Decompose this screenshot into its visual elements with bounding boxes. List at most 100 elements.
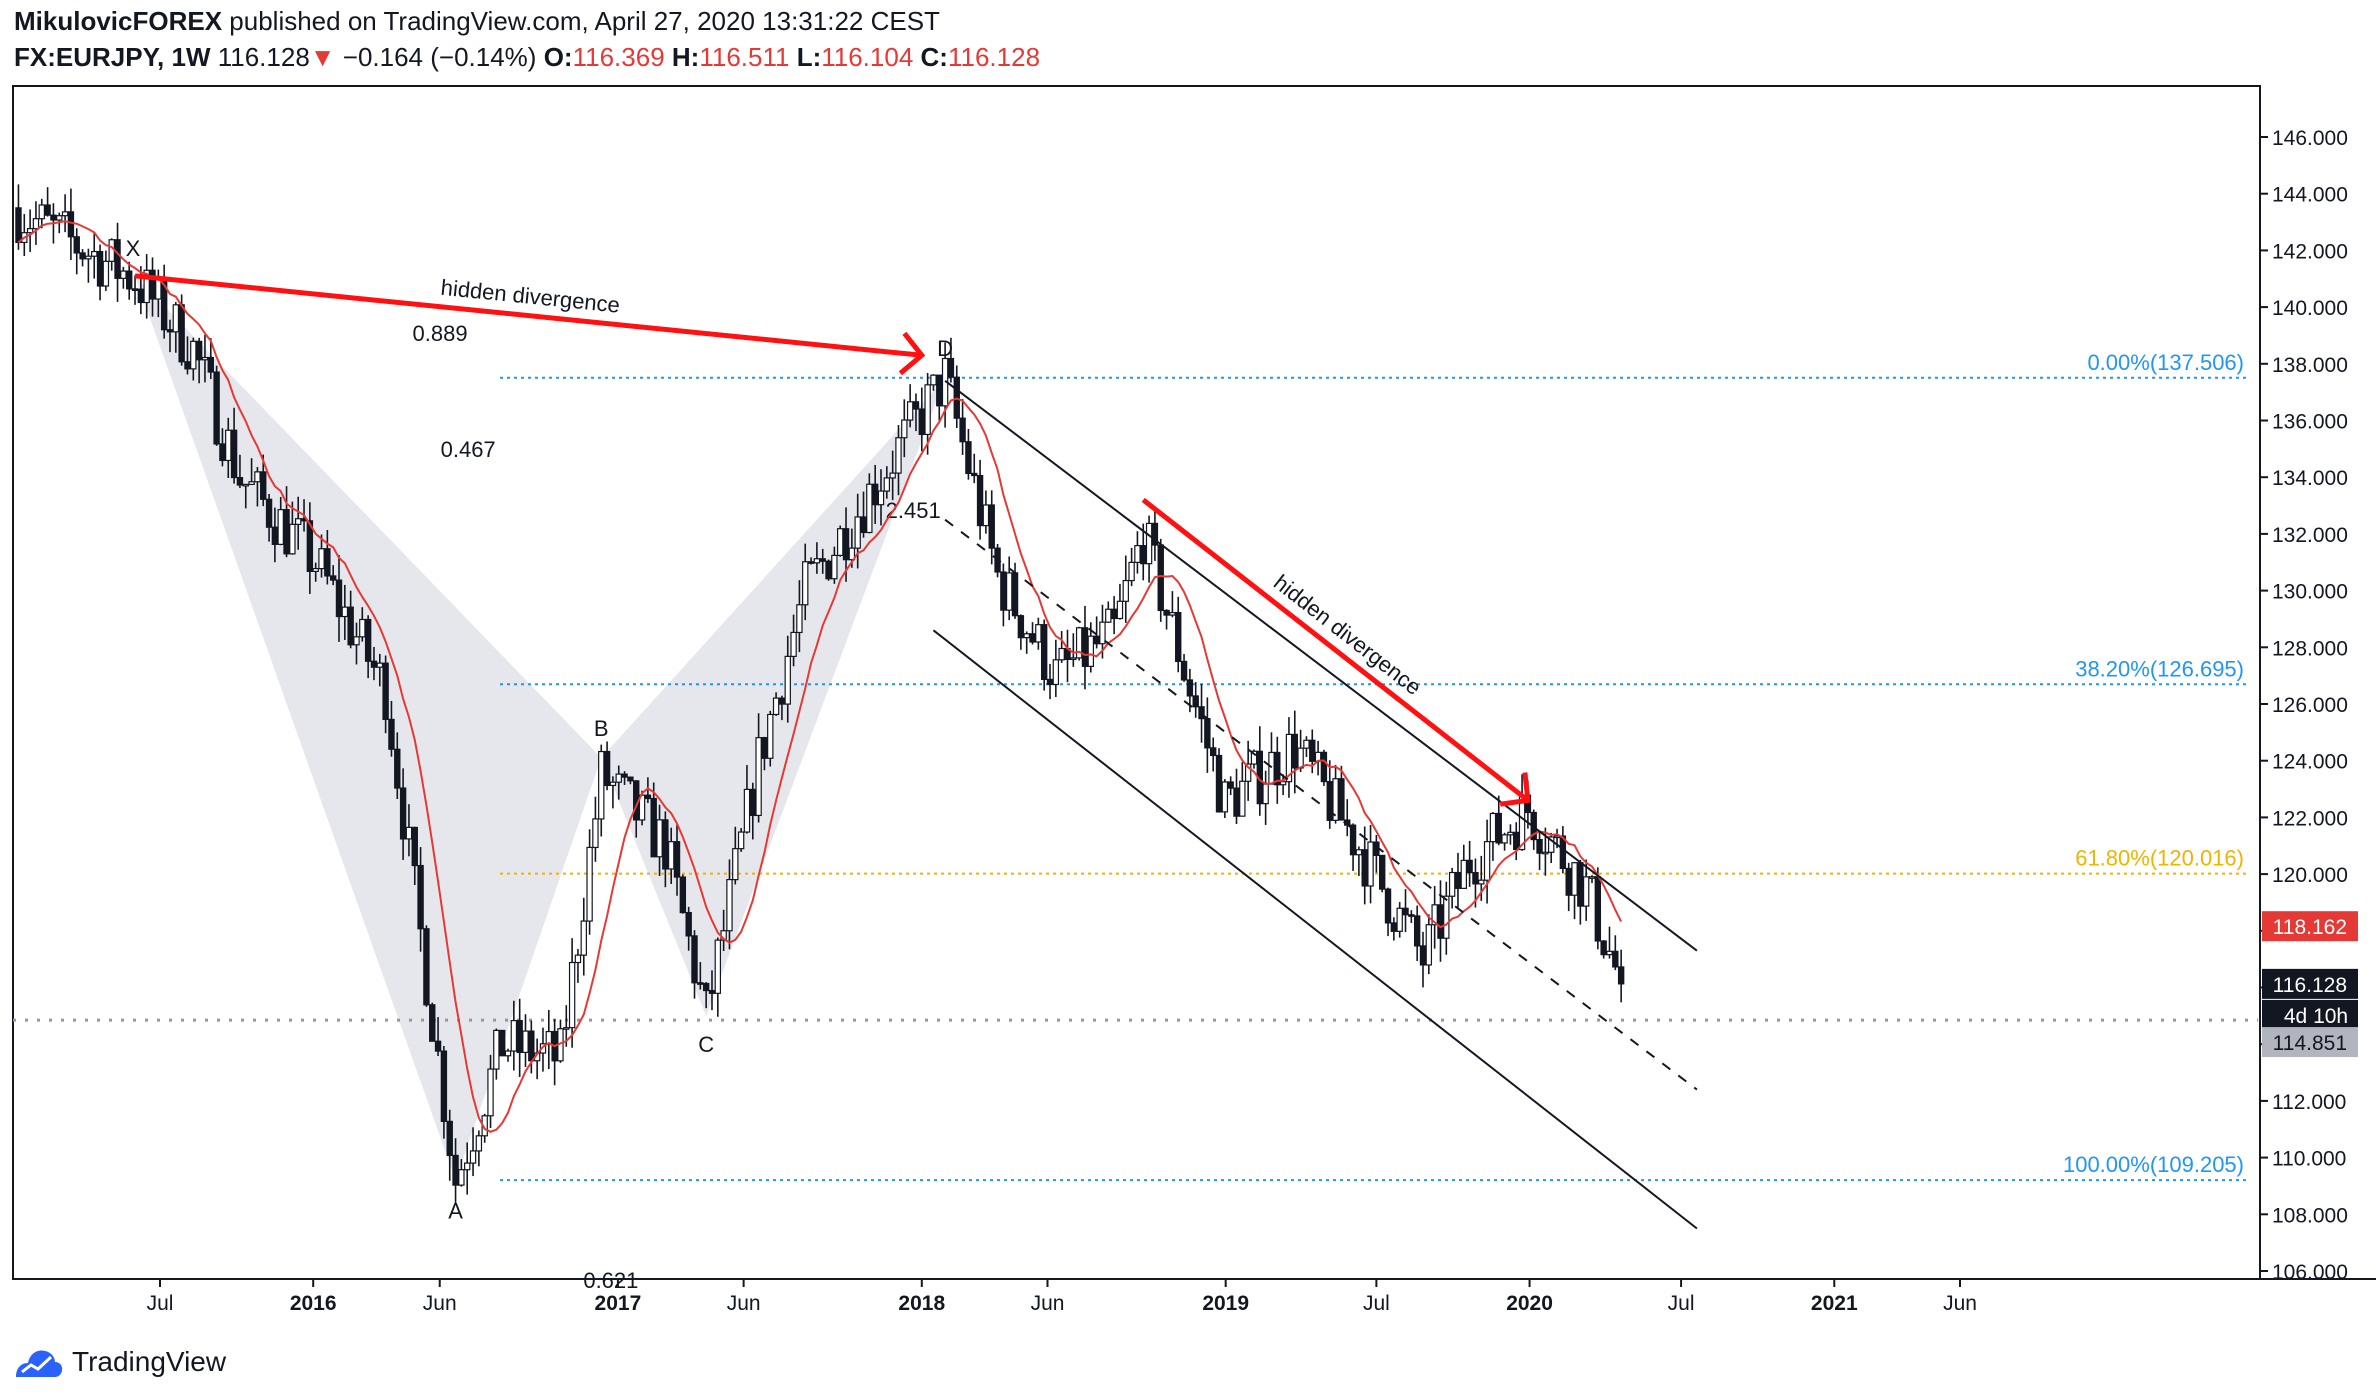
candle-body — [1110, 608, 1118, 620]
time-tick-label: Jun — [727, 1292, 761, 1315]
candle-body — [195, 340, 203, 361]
harmonic-ratio: 2.451 — [886, 498, 941, 523]
candle-body — [38, 204, 45, 220]
brand-name[interactable]: TradingView — [72, 1346, 227, 1377]
candle-body — [341, 606, 349, 618]
candle-body — [411, 826, 418, 867]
trend-channel[interactable] — [932, 380, 1698, 1230]
candle-body — [102, 260, 110, 287]
price-tick-label: 112.000 — [2272, 1091, 2346, 1114]
channel-lower-line[interactable] — [932, 629, 1698, 1230]
candle-body — [230, 429, 238, 479]
fib-level-label: 0.00%(137.506) — [2087, 350, 2244, 375]
candle-body — [1262, 783, 1269, 805]
candle-body — [1338, 778, 1345, 821]
price-tick-label: 138.000 — [2272, 354, 2348, 377]
divergence-arrow[interactable] — [134, 273, 923, 358]
candle-body — [1070, 657, 1077, 661]
candle-body — [673, 841, 681, 878]
high-label: H: — [671, 42, 700, 72]
channel-upper-line[interactable] — [944, 380, 1698, 952]
candle-body — [242, 483, 249, 487]
fib-levels: 0.00%(137.506) 38.20%(126.695) 61.80%(120.… — [500, 350, 2250, 1182]
candle-body — [324, 548, 331, 577]
price-tick-label: 130.000 — [2272, 581, 2348, 604]
price-axis[interactable]: 106.000108.000110.000112.000114.000116.0… — [2260, 127, 2348, 1284]
candle-body — [1483, 841, 1491, 881]
candle-body — [504, 1050, 512, 1057]
candle-body — [965, 441, 972, 475]
candle-body — [726, 879, 733, 932]
candle-body — [1128, 561, 1135, 582]
divergence-arrow[interactable] — [1141, 497, 1530, 803]
candle-body — [737, 831, 745, 850]
footer: TradingView — [14, 1345, 226, 1379]
candle-body — [1536, 838, 1543, 854]
candle-body — [67, 211, 75, 238]
candle-body — [1023, 633, 1030, 639]
candle-body — [959, 417, 966, 443]
candle-body — [1332, 778, 1339, 821]
publish-info: MikulovicFOREX published on TradingView.… — [14, 6, 940, 37]
price-tick-label: 108.000 — [2272, 1204, 2348, 1227]
candle-body — [50, 214, 57, 221]
candle-body — [1157, 544, 1164, 612]
candle-body — [1460, 859, 1467, 889]
candle-body — [184, 361, 191, 370]
harmonic-triangle-xab — [135, 275, 602, 1181]
candle-body — [364, 618, 372, 662]
candle-body — [842, 528, 850, 561]
candle-body — [1099, 621, 1106, 645]
candle-body — [685, 911, 692, 937]
low-value: 116.104 — [821, 42, 914, 72]
tradingview-logo-icon[interactable] — [14, 1345, 64, 1379]
candle-body — [434, 1040, 442, 1052]
candle-body — [691, 935, 698, 984]
candle-body — [802, 561, 809, 606]
price-badge-bg — [2262, 911, 2358, 942]
candle-body — [271, 526, 279, 545]
price-tick-label: 144.000 — [2272, 184, 2348, 207]
candle-body — [108, 239, 115, 262]
candle-body — [866, 483, 873, 534]
candle-body — [1588, 876, 1596, 879]
moving-average-line[interactable] — [17, 220, 1623, 1133]
time-axis[interactable]: Jul 2016 Jun 2017 Jun 2018 Jun 2019 Jul 2020 Jul 20… — [147, 1279, 1977, 1315]
close-label: C: — [920, 42, 948, 72]
candle-body — [1454, 871, 1462, 889]
candle-body — [1192, 695, 1199, 708]
symbol-label[interactable]: FX:EURJPY, 1W — [14, 42, 211, 72]
candle-body — [627, 776, 634, 782]
candle-body — [1000, 571, 1007, 611]
candle-body — [1116, 600, 1124, 620]
candle-body — [277, 509, 284, 545]
candle-body — [312, 567, 319, 573]
candle-body — [912, 401, 920, 410]
candle-body — [1204, 718, 1211, 749]
candle-body — [883, 477, 891, 492]
candle-body — [574, 954, 582, 964]
price-badge-bg — [2262, 968, 2358, 999]
candle-body — [1279, 781, 1287, 786]
candle-body — [1017, 615, 1025, 639]
candle-body — [388, 718, 395, 750]
harmonic-ratio: 0.621 — [583, 1268, 638, 1293]
candle-body — [615, 773, 622, 783]
candle-body — [662, 819, 669, 870]
moving-average — [17, 220, 1623, 1133]
candle-body — [947, 357, 955, 378]
price-tick-label: 124.000 — [2272, 751, 2348, 774]
channel-middle-line[interactable] — [944, 518, 1698, 1091]
candle-body — [1489, 812, 1497, 843]
candle-body — [603, 750, 611, 787]
candle-body — [1140, 545, 1147, 565]
author-name[interactable]: MikulovicFOREX — [14, 6, 223, 36]
price-tick-label: 106.000 — [2272, 1261, 2348, 1284]
candle-body — [114, 239, 121, 279]
candle-body — [1542, 851, 1549, 855]
candle-body — [924, 384, 931, 436]
candle-body — [749, 788, 756, 817]
price-tick-label: 142.000 — [2272, 240, 2348, 263]
price-tick-label: 128.000 — [2272, 637, 2348, 660]
